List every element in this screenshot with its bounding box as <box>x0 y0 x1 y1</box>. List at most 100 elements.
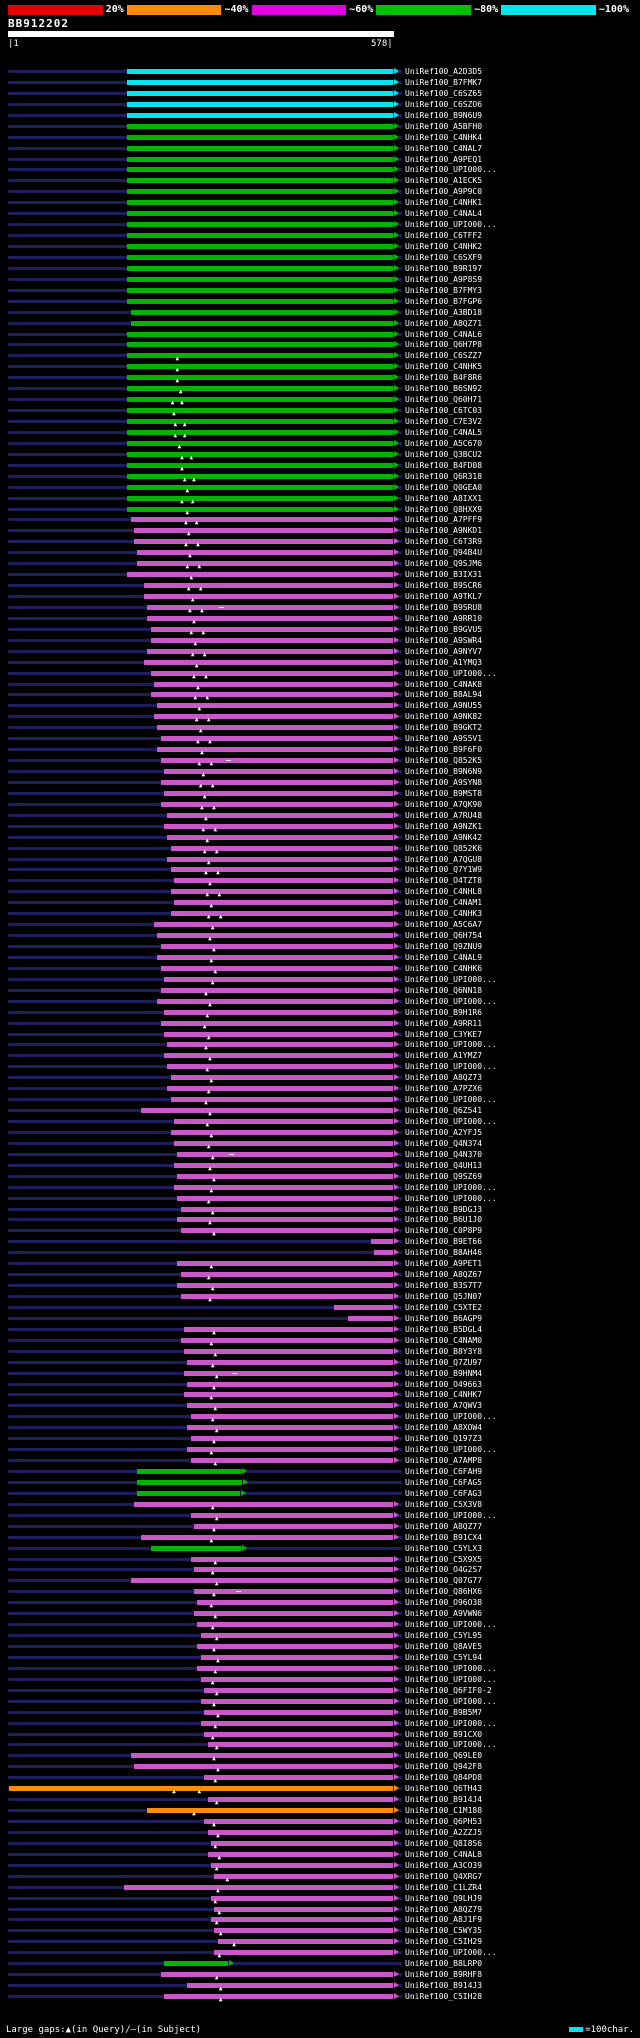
alignment-row[interactable]: ▲ UniRef100_Q07G77 <box>0 1575 640 1587</box>
alignment-row[interactable]: ▲ UniRef100_O96O38 <box>0 1597 640 1609</box>
alignment-row[interactable]: ▲ UniRef100_A3CO39 <box>0 1860 640 1871</box>
alignment-row[interactable]: ▲ UniRef100_B3S7T7 <box>0 1280 640 1292</box>
alignment-row[interactable]: ▲ ▲ UniRef100_A9NK82 <box>0 711 640 723</box>
alignment-row[interactable]: ▲ ▲ UniRef100_C4NHL8 <box>0 886 640 898</box>
alignment-row[interactable]: ▲ UniRef100_B3IX31 <box>0 569 640 581</box>
alignment-row[interactable]: UniRef100_C6SXF9 <box>0 252 640 263</box>
alignment-row[interactable]: ▲ UniRef100_Q6FIF0-2 <box>0 1685 640 1696</box>
alignment-row[interactable]: ▲ ▲ UniRef100_C4NHK3 <box>0 908 640 920</box>
alignment-row[interactable]: UniRef100_A9P8S9 <box>0 274 640 285</box>
alignment-row[interactable]: ▲ UniRef100_B914J4 <box>0 1794 640 1806</box>
alignment-row[interactable]: UniRef100_A9PEQ1 <box>0 154 640 165</box>
alignment-row[interactable]: ▲ UniRef100_A9NK42 <box>0 832 640 843</box>
alignment-row[interactable]: ▲ UniRef100_A2ZZJ5 <box>0 1827 640 1838</box>
alignment-row[interactable]: ▲ UniRef100_UPI000... <box>0 1182 640 1193</box>
alignment-row[interactable]: ▲ ▲ UniRef100_C7E3V2 <box>0 416 640 428</box>
alignment-row[interactable]: UniRef100_B7FGP6 <box>0 296 640 307</box>
alignment-row[interactable]: ▲ UniRef100_Q7ZU97 <box>0 1357 640 1368</box>
alignment-row[interactable]: ▲ UniRef100_B9DGJ3 <box>0 1204 640 1215</box>
alignment-row[interactable]: UniRef100_C6FAH9 <box>0 1466 640 1477</box>
alignment-row[interactable]: UniRef100_C4NAL7 <box>0 143 640 154</box>
alignment-row[interactable]: UniRef100_A3BD18 <box>0 307 640 318</box>
alignment-row[interactable]: ▲ UniRef100_A7AMP8 <box>0 1455 640 1467</box>
alignment-row[interactable]: ▲ UniRef100_C4NHK6 <box>0 963 640 974</box>
alignment-row[interactable]: ▲ UniRef100_Q4N374 <box>0 1138 640 1149</box>
alignment-row[interactable]: ▲ ▲ UniRef100_B9GVU5 <box>0 624 640 635</box>
alignment-row[interactable]: ▲ UniRef100_UPI000... <box>0 1444 640 1456</box>
alignment-row[interactable]: ▲ ▲ UniRef100_A7QK90 <box>0 799 640 810</box>
alignment-row[interactable]: ▲ UniRef100_C3YKE7 <box>0 1029 640 1040</box>
alignment-row[interactable]: ▲ UniRef100_UPI000... <box>0 1094 640 1106</box>
alignment-row[interactable]: ▲ UniRef100_UPI000... <box>0 1718 640 1729</box>
alignment-row[interactable]: ▲ UniRef100_B9N6N9 <box>0 766 640 778</box>
alignment-row[interactable]: ▲ ▲ UniRef100_A9S5V1 <box>0 733 640 745</box>
alignment-row[interactable]: ▲ UniRef100_Q84PD8 <box>0 1772 640 1784</box>
alignment-row[interactable]: ▲ UniRef100_Q4XRG7 <box>0 1871 640 1882</box>
alignment-row[interactable]: ▲ UniRef100_Q9SZ69 <box>0 1171 640 1182</box>
alignment-row[interactable]: ▲ UniRef100_C4NAL9 <box>0 952 640 963</box>
alignment-row[interactable]: ▲ UniRef100_UPI000... <box>0 1947 640 1959</box>
alignment-row[interactable]: UniRef100_A5BFH0 <box>0 121 640 132</box>
alignment-row[interactable]: ▲ ▲ UniRef100_Q7Y1W9 <box>0 864 640 876</box>
alignment-row[interactable]: ▲ UniRef100_C4NHK7 <box>0 1389 640 1401</box>
alignment-row[interactable]: ▲ UniRef100_B9GKT2 <box>0 722 640 734</box>
alignment-row[interactable]: ▲ UniRef100_UPI000... <box>0 996 640 1007</box>
alignment-row[interactable]: ▲ UniRef100_Q6H754 <box>0 930 640 942</box>
alignment-row[interactable]: ▲ UniRef100_Q6Z541 <box>0 1105 640 1117</box>
alignment-row[interactable]: ▲ ▲ UniRef100_A8IXX1 <box>0 493 640 504</box>
alignment-row[interactable]: UniRef100_Q6H7P8 <box>0 339 640 350</box>
alignment-row[interactable]: ▲ UniRef100_A9NKD1 <box>0 525 640 537</box>
alignment-row[interactable]: ▲ UniRef100_Q94B4U <box>0 547 640 559</box>
alignment-row[interactable]: UniRef100_C4NAL4 <box>0 208 640 219</box>
alignment-row[interactable]: UniRef100_B7FMK7 <box>0 77 640 88</box>
alignment-row[interactable]: ▲ UniRef100_UPI000... <box>0 1039 640 1051</box>
alignment-row[interactable]: ▲ UniRef100_Q9ZNU9 <box>0 941 640 953</box>
alignment-row[interactable]: ▲ UniRef100_UPI000... <box>0 1411 640 1423</box>
alignment-row[interactable]: ▲ UniRef100_A9RR11 <box>0 1018 640 1029</box>
alignment-row[interactable]: ▲ UniRef100_Q8I8S6 <box>0 1838 640 1849</box>
alignment-row[interactable]: ▲ UniRef100_A9VWN6 <box>0 1608 640 1620</box>
alignment-row[interactable]: UniRef100_B8AH46 <box>0 1247 640 1258</box>
alignment-row[interactable]: ▲ ▲ UniRef100_Q852K5 <box>0 755 640 767</box>
alignment-row[interactable]: ▲ UniRef100_UPI000... <box>0 1663 640 1674</box>
alignment-row[interactable]: ▲ UniRef100_B8Y3Y8 <box>0 1346 640 1357</box>
alignment-row[interactable]: ▲ UniRef100_C4NHK5 <box>0 361 640 373</box>
alignment-row[interactable]: ▲ UniRef100_UPI000... <box>0 1696 640 1707</box>
alignment-row[interactable]: ▲ UniRef100_A7PZX6 <box>0 1083 640 1095</box>
alignment-row[interactable]: ▲ UniRef100_A9RR10 <box>0 613 640 624</box>
alignment-row[interactable]: ▲ ▲ UniRef100_A9NYV7 <box>0 646 640 657</box>
alignment-row[interactable]: ▲ UniRef100_A8J1F9 <box>0 1914 640 1926</box>
alignment-row[interactable]: UniRef100_B6AGP9 <box>0 1313 640 1324</box>
alignment-row[interactable]: ▲ UniRef100_A9NU55 <box>0 700 640 712</box>
alignment-row[interactable]: ▲ UniRef100_B91CX4 <box>0 1532 640 1543</box>
alignment-row[interactable]: ▲ UniRef100_C1M188 <box>0 1805 640 1817</box>
alignment-row[interactable]: ▲ UniRef100_C0P8P9 <box>0 1225 640 1237</box>
alignment-row[interactable]: ▲ UniRef100_B9H1R6 <box>0 1007 640 1018</box>
alignment-row[interactable]: ▲ UniRef100_Q69LE0 <box>0 1750 640 1762</box>
alignment-row[interactable]: UniRef100_A2D3D5 <box>0 66 640 77</box>
alignment-row[interactable]: ▲ UniRef100_A5C6A7 <box>0 919 640 931</box>
alignment-row[interactable]: ▲ UniRef100_A8QZ67 <box>0 1269 640 1281</box>
alignment-row[interactable]: ▲ UniRef100_UPI000... <box>0 1510 640 1521</box>
alignment-row[interactable]: ▲ ▲ UniRef100_Q852K6 <box>0 843 640 854</box>
alignment-row[interactable]: ▲ ▲ UniRef100_Q3BCU2 <box>0 449 640 460</box>
alignment-row[interactable]: ▲ UniRef100_C4NAM1 <box>0 897 640 909</box>
alignment-row[interactable]: ▲ UniRef100_C5X3V8 <box>0 1499 640 1510</box>
alignment-row[interactable]: ▲ UniRef100_A5C670 <box>0 438 640 449</box>
alignment-row[interactable]: ▲ UniRef100_A8XOW4 <box>0 1422 640 1434</box>
alignment-row[interactable]: ▲ ▲ UniRef100_Q6R318 <box>0 471 640 482</box>
alignment-row[interactable]: ▲ UniRef100_UPI000... <box>0 1674 640 1685</box>
alignment-row[interactable]: ▲ UniRef100_Q942F8 <box>0 1761 640 1773</box>
alignment-row[interactable]: UniRef100_UPI000... <box>0 164 640 175</box>
alignment-row[interactable]: ▲ UniRef100_C1LZR4 <box>0 1882 640 1893</box>
alignment-row[interactable]: UniRef100_C5XTE2 <box>0 1302 640 1313</box>
alignment-row[interactable]: UniRef100_C4NHK4 <box>0 132 640 143</box>
alignment-row[interactable]: UniRef100_C5YLX3 <box>0 1543 640 1554</box>
alignment-row[interactable]: UniRef100_B8LRP0 <box>0 1958 640 1969</box>
alignment-row[interactable]: ▲ UniRef100_A1YMZ7 <box>0 1050 640 1062</box>
alignment-row[interactable]: ▲ UniRef100_C5IH29 <box>0 1936 640 1948</box>
alignment-row[interactable]: UniRef100_B9N6U9 <box>0 110 640 121</box>
alignment-row[interactable]: UniRef100_C4NHK1 <box>0 197 640 208</box>
alignment-row[interactable]: ▲ ▲ UniRef100_Q9SJM6 <box>0 558 640 570</box>
alignment-row[interactable]: UniRef100_C4NHK2 <box>0 241 640 252</box>
